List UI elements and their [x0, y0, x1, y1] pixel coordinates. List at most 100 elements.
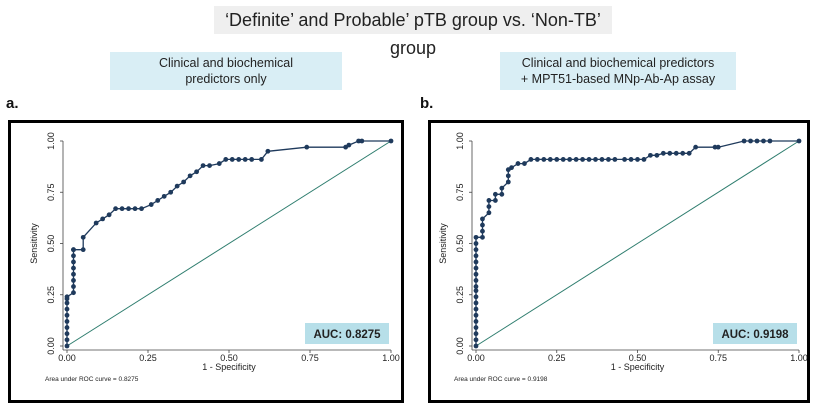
reference-line [475, 140, 800, 347]
subtitle-b-line-2: + MPT51-based MNp-Ab-Ap assay [520, 72, 716, 86]
roc-point [71, 284, 76, 289]
roc-curve-line [475, 140, 799, 346]
roc-point [486, 198, 492, 203]
roc-point [161, 193, 167, 199]
y-tick-label: 0.75 [455, 183, 465, 201]
roc-point [71, 265, 76, 271]
roc-point [586, 157, 592, 162]
roc-point [80, 234, 86, 240]
chart-frame-a: 0.00 0.25 0.50 0.75 1.00 0.00 0.25 0.50 0.75 1.00… [8, 120, 404, 403]
roc-point [64, 343, 70, 349]
roc-point [473, 325, 479, 330]
auc-label: AUC: 0.8275 [313, 329, 381, 341]
roc-point [541, 157, 547, 162]
subtitle-a-line-2: predictors only [185, 72, 267, 86]
roc-point [486, 204, 492, 209]
roc-chart-b: 0.00 0.25 0.50 0.75 1.00 0.00 0.25 0.50 0.75 1.00… [438, 132, 807, 383]
y-tick-label: 1.00 [46, 132, 56, 150]
roc-point [181, 179, 187, 185]
roc-point [473, 253, 479, 259]
roc-point [599, 157, 605, 162]
roc-point [473, 319, 479, 324]
roc-point [767, 138, 773, 144]
x-tick-label: 0.75 [709, 353, 727, 363]
roc-point [473, 259, 479, 265]
roc-chart-a: 0.00 0.25 0.50 0.75 1.00 0.00 0.25 0.50 0.75 1.00… [29, 132, 400, 383]
y-tick-label: 0.25 [455, 286, 465, 304]
x-tick-label: 0.25 [548, 353, 566, 363]
roc-point [473, 271, 479, 277]
roc-point [473, 265, 479, 271]
roc-point [473, 278, 479, 283]
x-tick-label: 1.00 [382, 353, 400, 363]
roc-point [673, 150, 679, 156]
roc-point [473, 343, 479, 349]
y-tick-label: 0.75 [46, 183, 56, 201]
x-tick-label: 0.75 [301, 353, 319, 363]
roc-point [492, 191, 498, 197]
roc-point [473, 284, 479, 289]
roc-point [388, 138, 394, 144]
roc-point [223, 157, 229, 162]
roc-point [148, 202, 154, 207]
roc-point [346, 142, 352, 148]
roc-point [667, 150, 673, 156]
roc-point [606, 157, 611, 162]
roc-point [622, 157, 627, 162]
roc-point [473, 331, 479, 337]
roc-point [207, 163, 212, 168]
roc-point [139, 206, 144, 212]
roc-point [187, 173, 193, 179]
roc-point [216, 161, 222, 166]
roc-point [554, 157, 560, 162]
roc-point [80, 247, 86, 253]
roc-point [359, 138, 365, 144]
roc-point [473, 312, 479, 318]
roc-point [64, 312, 70, 318]
x-tick-label: 0.25 [139, 353, 157, 363]
x-axis-title: 1 - Specificity [202, 362, 256, 372]
roc-point [761, 138, 766, 144]
roc-point [126, 206, 131, 212]
roc-point [660, 150, 666, 156]
roc-point [509, 165, 514, 171]
y-tick-label: 0.00 [46, 337, 56, 355]
roc-point [64, 319, 70, 324]
panel-label-b: b. [420, 95, 434, 112]
roc-point [693, 144, 699, 150]
y-tick-label: 0.50 [455, 235, 465, 253]
roc-point [534, 157, 540, 162]
y-axis-title: Sensitivity [438, 223, 448, 264]
roc-point [547, 157, 553, 162]
roc-point [573, 157, 579, 162]
roc-point [473, 241, 479, 246]
roc-point [499, 191, 505, 197]
roc-point [680, 150, 686, 156]
chart-frame-b: 0.00 0.25 0.50 0.75 1.00 0.00 0.25 0.50 0.75 1.00… [428, 120, 810, 403]
roc-point [567, 157, 573, 162]
roc-point [612, 157, 618, 162]
roc-point [71, 290, 76, 296]
roc-point [754, 138, 760, 144]
x-tick-label: 0.50 [220, 353, 238, 363]
x-axis-title: 1 - Specificity [611, 362, 665, 372]
roc-point [100, 216, 106, 222]
roc-point [641, 157, 647, 162]
roc-point [480, 222, 485, 228]
roc-point [654, 152, 660, 158]
roc-point [515, 161, 521, 166]
roc-point [64, 337, 70, 343]
roc-point [560, 157, 566, 162]
roc-point [71, 259, 76, 265]
roc-point [64, 306, 70, 312]
roc-point [174, 183, 180, 189]
roc-point [119, 206, 125, 212]
roc-point [304, 144, 310, 150]
roc-point [480, 234, 485, 240]
x-tick-label: 0.50 [629, 353, 647, 363]
roc-point [473, 294, 479, 300]
main-title: ‘Definite’ and Probable’ pTB group vs. ‘… [214, 6, 612, 58]
roc-point [265, 148, 271, 154]
roc-point [259, 157, 264, 162]
reference-line [66, 140, 392, 347]
